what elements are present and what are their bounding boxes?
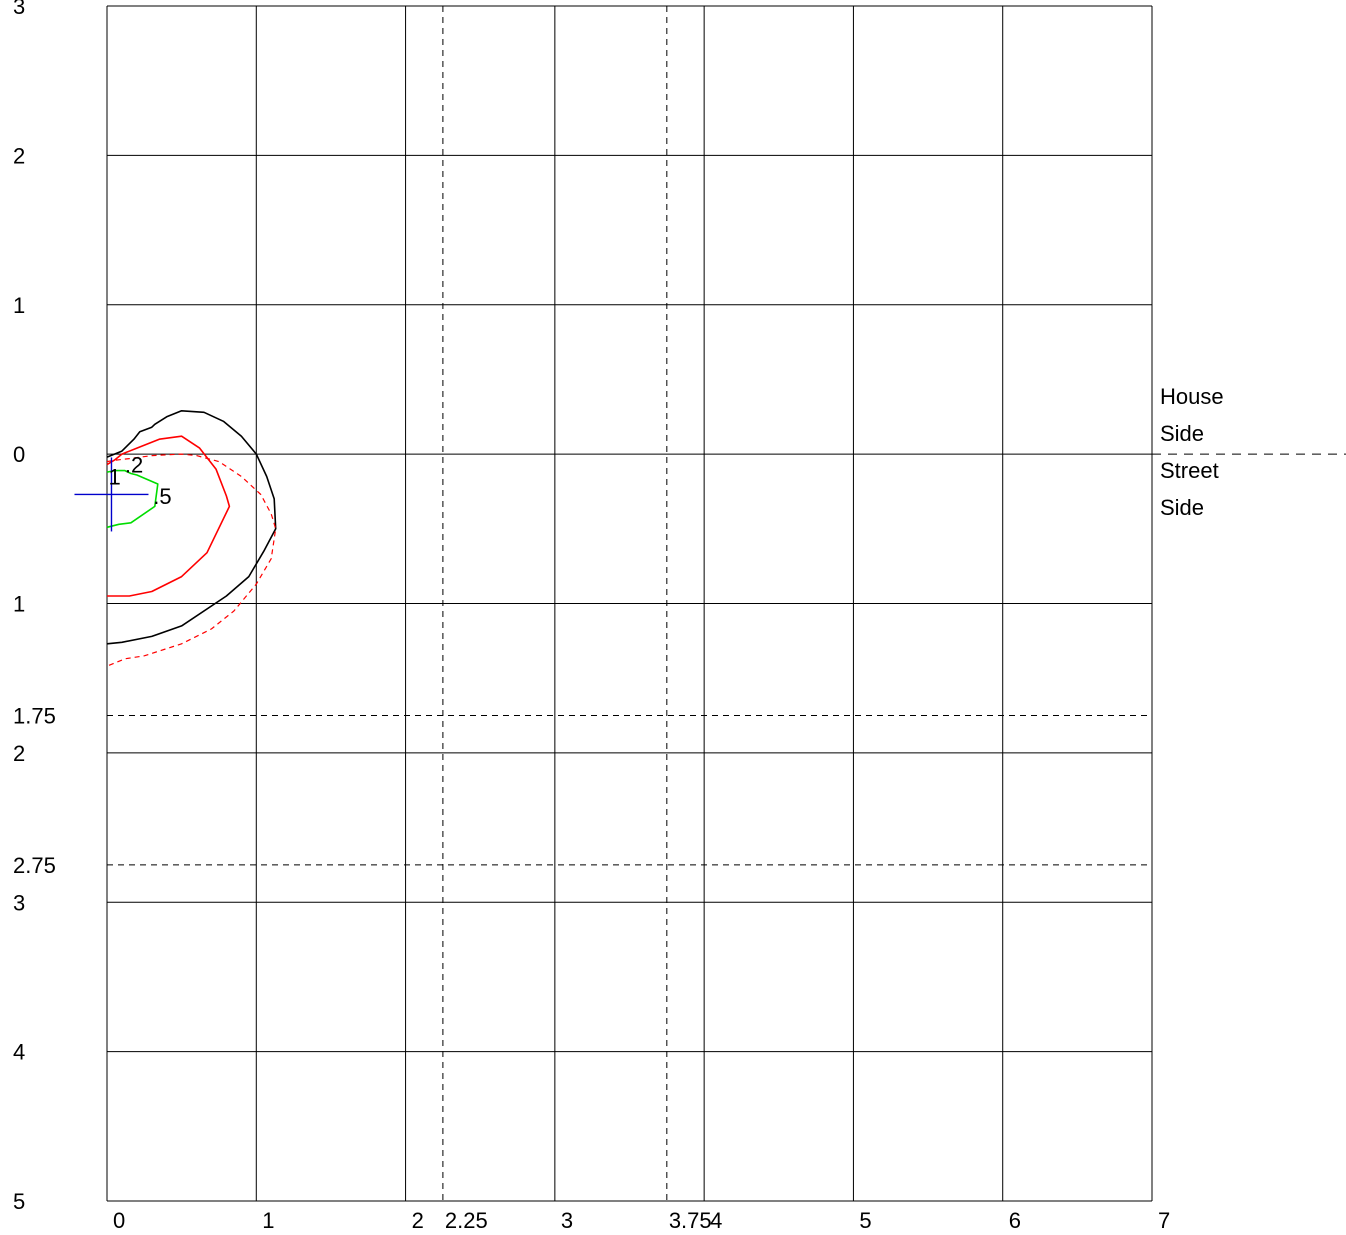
chart-labels: 0 1 2 3 4 5 6 7 3 2 1 0 1 2 3 4 5 2.25 3.75 1.75 2.75 House Si… xyxy=(13,0,1224,1233)
reference-x-label: 2.25 xyxy=(445,1208,488,1233)
y-tick-label: 1 xyxy=(13,592,25,617)
x-tick-label: 3 xyxy=(561,1208,573,1233)
divider-label: Side xyxy=(1160,421,1204,446)
origin-marker xyxy=(74,457,149,532)
y-tick-label: 2 xyxy=(13,143,25,168)
divider-label: House xyxy=(1160,384,1224,409)
divider-label: Side xyxy=(1160,495,1204,520)
x-tick-label: 1 xyxy=(262,1208,274,1233)
divider-label: Street xyxy=(1160,458,1219,483)
y-tick-label: 3 xyxy=(13,890,25,915)
contour-annotation: .2 xyxy=(125,453,143,478)
y-tick-label: 1 xyxy=(13,293,25,318)
contour-line-3 xyxy=(106,453,277,667)
reference-y-label: 1.75 xyxy=(13,704,56,729)
reference-lines xyxy=(107,6,1346,1201)
grid-lines xyxy=(106,5,1153,1202)
y-tick-label: 5 xyxy=(13,1189,25,1214)
x-tick-label: 2 xyxy=(412,1208,424,1233)
contour-line-2 xyxy=(106,409,277,645)
x-tick-label: 0 xyxy=(113,1208,125,1233)
y-tick-label: 4 xyxy=(13,1040,25,1065)
contour-line-0 xyxy=(106,469,159,529)
x-tick-label: 4 xyxy=(710,1208,722,1233)
contour-line-1 xyxy=(106,435,231,597)
reference-y-label: 2.75 xyxy=(13,853,56,878)
x-tick-label: 5 xyxy=(859,1208,871,1233)
y-tick-label: 3 xyxy=(13,0,25,19)
contour-annotation: 1 xyxy=(108,465,120,490)
y-tick-label: 0 xyxy=(13,442,25,467)
x-tick-label: 7 xyxy=(1158,1208,1170,1233)
x-tick-label: 6 xyxy=(1009,1208,1021,1233)
y-tick-label: 2 xyxy=(13,741,25,766)
contour-annotation: .5 xyxy=(153,484,171,509)
reference-x-label: 3.75 xyxy=(669,1208,712,1233)
contour-series xyxy=(106,409,277,667)
